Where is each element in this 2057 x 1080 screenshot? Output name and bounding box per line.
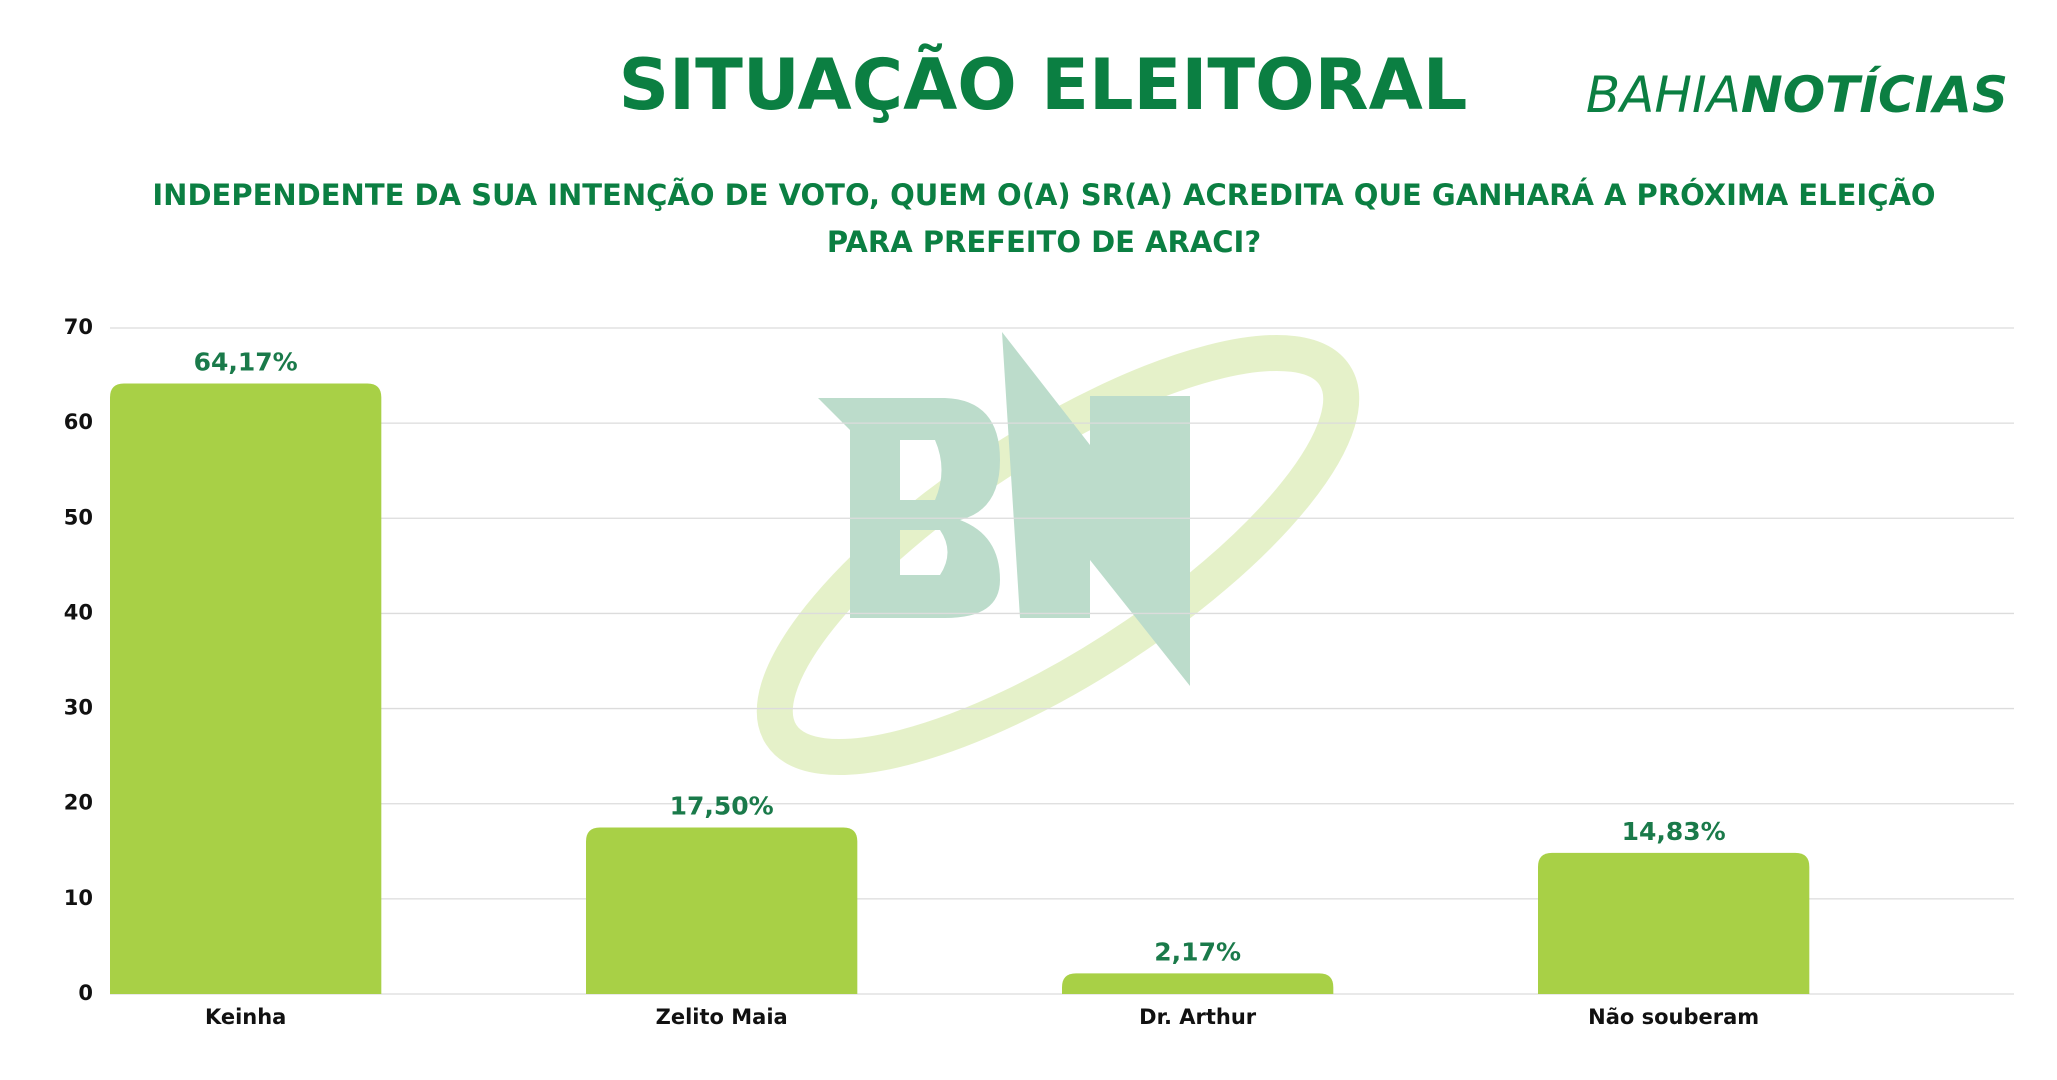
brand-part: NOTÍCIAS — [1741, 65, 2008, 124]
value-label: 2,17% — [1154, 937, 1241, 966]
value-label: 64,17% — [194, 347, 298, 376]
bar — [586, 827, 858, 994]
x-tick-label: Zelito Maia — [656, 1005, 788, 1029]
y-tick-label: 20 — [64, 791, 93, 815]
bar — [1062, 973, 1334, 994]
y-tick-label: 40 — [64, 600, 93, 624]
value-label: 14,83% — [1622, 817, 1726, 846]
chart-subtitle: PARA PREFEITO DE ARACI? — [827, 225, 1261, 259]
x-tick-label: Dr. Arthur — [1139, 1005, 1257, 1029]
y-tick-label: 50 — [64, 505, 93, 529]
x-tick-label: Keinha — [205, 1005, 286, 1029]
watermark — [756, 332, 1360, 776]
y-tick-label: 0 — [78, 981, 93, 1005]
y-tick-label: 30 — [64, 696, 93, 720]
x-tick-label: Não souberam — [1588, 1005, 1759, 1029]
y-tick-label: 10 — [64, 886, 93, 910]
brand-part: BAHIA — [1586, 66, 1741, 124]
bar — [110, 383, 382, 995]
y-tick-label: 60 — [64, 410, 93, 434]
chart-subtitle: INDEPENDENTE DA SUA INTENÇÃO DE VOTO, QU… — [152, 178, 1935, 212]
chart-title: SITUAÇÃO ELEITORAL — [619, 44, 1468, 126]
bar — [1538, 852, 1810, 994]
brand-logo: BAHIANOTÍCIAS — [1586, 65, 2008, 124]
y-tick-label: 70 — [64, 315, 93, 339]
value-label: 17,50% — [670, 792, 774, 821]
